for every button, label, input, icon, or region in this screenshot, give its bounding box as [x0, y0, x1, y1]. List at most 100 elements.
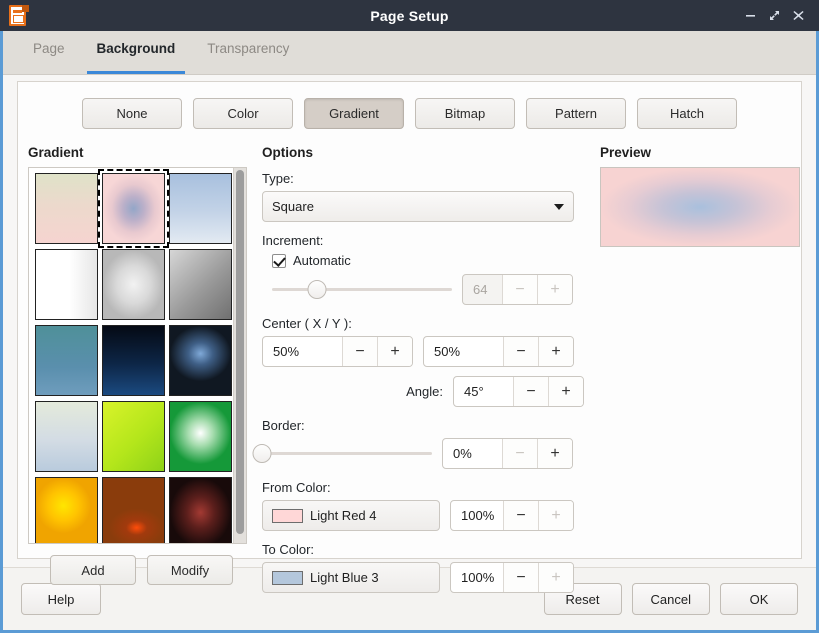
increment-label: Increment: [262, 233, 324, 248]
center-x-value[interactable]: 50% [273, 344, 300, 359]
center-x-stepper[interactable]: 50% − + [262, 336, 413, 367]
fill-type-gradient-button[interactable]: Gradient [304, 98, 404, 129]
fill-type-none-button[interactable]: None [82, 98, 182, 129]
window-controls [739, 5, 819, 27]
close-icon[interactable] [787, 5, 809, 27]
automatic-label: Automatic [293, 253, 351, 268]
background-panel: None Color Gradient Bitmap Pattern Hatch… [17, 81, 802, 593]
maximize-icon[interactable] [763, 5, 785, 27]
gradient-preview [600, 167, 800, 247]
from-color-intensity-stepper[interactable]: 100% − + [450, 500, 574, 531]
add-button[interactable]: Add [50, 555, 136, 585]
to-color-swatch [272, 570, 303, 585]
gradient-section-title: Gradient [28, 145, 84, 160]
center-y-minus-button[interactable]: − [503, 337, 538, 366]
ok-button[interactable]: OK [720, 583, 798, 615]
center-label: Center ( X / Y ): [262, 316, 352, 331]
increment-slider-handle[interactable] [307, 280, 327, 299]
gradient-item[interactable] [35, 477, 98, 543]
increment-stepper[interactable]: 64 − + [462, 274, 573, 305]
gradient-item[interactable] [102, 401, 165, 472]
gradient-item[interactable] [169, 173, 232, 244]
gradient-item[interactable] [35, 401, 98, 472]
center-row: 50% − + 50% − + [262, 336, 584, 367]
border-stepper[interactable]: 0% − + [442, 438, 573, 469]
gradient-item[interactable] [35, 173, 98, 244]
increment-slider-track [272, 288, 452, 291]
gradient-list-container [28, 167, 247, 544]
center-y-plus-button[interactable]: + [538, 337, 573, 366]
gradient-item[interactable] [98, 169, 169, 248]
increment-value[interactable]: 64 [473, 282, 488, 297]
title-bar: Page Setup [0, 0, 819, 31]
border-slider[interactable] [252, 444, 432, 464]
border-value[interactable]: 0% [453, 446, 472, 461]
fill-type-color-button[interactable]: Color [193, 98, 293, 129]
increment-plus-button[interactable]: + [537, 275, 572, 304]
scrollbar-thumb[interactable] [236, 170, 244, 534]
chevron-down-icon [554, 203, 564, 210]
fill-type-bitmap-button[interactable]: Bitmap [415, 98, 515, 129]
gradient-item[interactable] [169, 477, 232, 543]
tab-transparency[interactable]: Transparency [207, 40, 290, 56]
gradient-item[interactable] [102, 325, 165, 396]
from-color-select[interactable]: Light Red 4 [262, 500, 440, 531]
increment-slider[interactable] [272, 280, 452, 300]
center-x-minus-button[interactable]: − [342, 337, 377, 366]
gradient-list-buttons: Add Modify [28, 555, 250, 585]
cancel-button[interactable]: Cancel [631, 583, 710, 615]
automatic-checkbox[interactable] [272, 253, 286, 268]
border-row: 0% − + [252, 438, 584, 469]
gradient-item[interactable] [102, 477, 165, 543]
fill-type-button-group: None Color Gradient Bitmap Pattern Hatch [18, 82, 801, 129]
gradient-list[interactable] [29, 168, 233, 543]
increment-minus-button[interactable]: − [502, 275, 537, 304]
angle-stepper[interactable]: 45° − + [453, 376, 584, 407]
angle-plus-button[interactable]: + [548, 377, 583, 406]
from-color-minus-button[interactable]: − [503, 501, 538, 530]
center-y-stepper[interactable]: 50% − + [423, 336, 574, 367]
panel-columns: Gradient Add Modify Options T [18, 129, 801, 593]
reset-button[interactable]: Reset [543, 583, 622, 615]
angle-minus-button[interactable]: − [513, 377, 548, 406]
to-color-minus-button[interactable]: − [503, 563, 538, 592]
fill-type-hatch-button[interactable]: Hatch [637, 98, 737, 129]
tab-background[interactable]: Background [81, 31, 192, 74]
gradient-item[interactable] [35, 325, 98, 396]
center-x-plus-button[interactable]: + [377, 337, 412, 366]
help-button[interactable]: Help [21, 583, 101, 615]
from-color-intensity-value[interactable]: 100% [461, 508, 495, 523]
options-section-title: Options [262, 145, 313, 160]
to-color-plus-button[interactable]: + [538, 563, 573, 592]
border-minus-button[interactable]: − [502, 439, 537, 468]
border-plus-button[interactable]: + [537, 439, 572, 468]
tab-page[interactable]: Page [33, 40, 65, 56]
automatic-checkbox-row[interactable]: Automatic [272, 253, 584, 268]
gradient-type-value: Square [272, 199, 314, 214]
gradient-list-scrollbar[interactable] [233, 168, 246, 543]
gradient-type-select[interactable]: Square [262, 191, 574, 222]
from-color-swatch [272, 508, 303, 523]
modify-button[interactable]: Modify [147, 555, 233, 585]
preview-column: Preview [584, 145, 801, 593]
to-color-intensity-stepper[interactable]: 100% − + [450, 562, 574, 593]
minimize-icon[interactable] [739, 5, 761, 27]
gradient-item[interactable] [169, 401, 232, 472]
content-area: None Color Gradient Bitmap Pattern Hatch… [3, 75, 816, 593]
gradient-item[interactable] [169, 325, 232, 396]
from-color-plus-button[interactable]: + [538, 501, 573, 530]
gradient-item[interactable] [102, 249, 165, 320]
to-color-label: To Color: [262, 542, 315, 557]
fill-type-pattern-button[interactable]: Pattern [526, 98, 626, 129]
preview-section-title: Preview [600, 145, 652, 160]
gradient-item[interactable] [35, 249, 98, 320]
to-color-intensity-value[interactable]: 100% [461, 570, 495, 585]
angle-value[interactable]: 45° [464, 384, 484, 399]
border-slider-track [262, 452, 432, 455]
footer-action-buttons: Reset Cancel OK [543, 583, 798, 615]
to-color-select[interactable]: Light Blue 3 [262, 562, 440, 593]
gradient-column: Gradient Add Modify [18, 145, 250, 593]
border-slider-handle[interactable] [252, 444, 272, 463]
center-y-value[interactable]: 50% [434, 344, 461, 359]
gradient-item[interactable] [169, 249, 232, 320]
